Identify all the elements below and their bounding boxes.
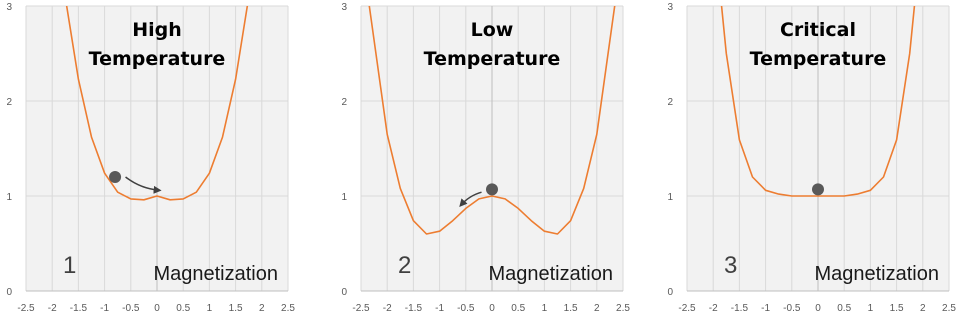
panel-number: 1 — [63, 252, 76, 279]
x-tick-label: -0.5 — [122, 303, 140, 314]
ball-marker — [109, 171, 122, 183]
y-tick-label: 1 — [341, 192, 347, 203]
x-tick-label: -2 — [383, 303, 392, 314]
x-tick-label: 2.5 — [616, 303, 630, 314]
x-tick-label: 1.5 — [229, 303, 243, 314]
y-tick-label: 2 — [667, 97, 673, 108]
y-tick-label: 2 — [6, 97, 12, 108]
y-tick-label: 3 — [667, 2, 673, 13]
chart-panel-3: -2.5 -2 -1.5 -1 -0.5 0 0.5 1 1.5 2 2.5 0 1 2 3 Critical… — [667, 2, 956, 314]
x-tick-label: -2.5 — [352, 303, 370, 314]
x-tick-label: 2 — [920, 303, 926, 314]
x-axis-label: Magnetization — [488, 263, 613, 285]
y-tick-label: 1 — [6, 192, 12, 203]
x-tick-label: -0.5 — [457, 303, 475, 314]
x-tick-label: -2 — [709, 303, 718, 314]
x-tick-label: 2 — [594, 303, 600, 314]
chart-title-line: Temperature — [750, 48, 887, 70]
y-tick-label: 0 — [667, 287, 673, 298]
y-tick-label: 1 — [667, 192, 673, 203]
x-tick-label: 0.5 — [511, 303, 525, 314]
x-tick-label: 1 — [868, 303, 874, 314]
x-tick-label: 0 — [489, 303, 495, 314]
x-tick-label: 0 — [154, 303, 160, 314]
x-tick-label: -1 — [435, 303, 444, 314]
ball-marker — [486, 183, 498, 196]
chart-panel-2: -2.5 -2 -1.5 -1 -0.5 0 0.5 1 1.5 2 2.5 0 1 2 3 Low Tempe… — [341, 2, 630, 314]
x-tick-label: -1.5 — [70, 303, 88, 314]
x-tick-label: -1 — [761, 303, 770, 314]
x-tick-label: 1 — [207, 303, 213, 314]
x-tick-label: -2.5 — [17, 303, 35, 314]
y-tick-label: 2 — [341, 97, 347, 108]
panel-number: 2 — [398, 252, 411, 279]
panel-number: 3 — [724, 252, 737, 279]
x-tick-label: -1.5 — [405, 303, 423, 314]
x-tick-label: 0.5 — [837, 303, 851, 314]
energy-curve — [65, 6, 249, 201]
chart-title-line: Critical — [780, 19, 856, 41]
x-tick-label: 1.5 — [890, 303, 904, 314]
x-axis-label: Magnetization — [153, 263, 278, 285]
x-tick-label: 0.5 — [176, 303, 190, 314]
chart-title-line: High — [132, 19, 182, 41]
x-axis-label: Magnetization — [814, 263, 939, 285]
x-tick-label: -1.5 — [731, 303, 749, 314]
x-tick-label: 1 — [542, 303, 548, 314]
x-tick-label: 2 — [259, 303, 265, 314]
energy-curve — [720, 6, 916, 197]
ball-marker — [812, 183, 824, 196]
energy-curve — [368, 6, 616, 235]
chart-title-line: Temperature — [424, 48, 561, 70]
x-tick-label: -2 — [48, 303, 57, 314]
y-tick-label: 3 — [341, 2, 347, 13]
y-tick-label: 3 — [6, 2, 12, 13]
x-tick-label: 0 — [815, 303, 821, 314]
y-tick-label: 0 — [6, 287, 12, 298]
x-tick-label: 1.5 — [564, 303, 578, 314]
x-tick-label: -1 — [100, 303, 109, 314]
chart-panel-1: -2.5 -2 -1.5 -1 -0.5 0 0.5 1 1.5 2 2.5 0 1 2 3 High Temp… — [6, 2, 295, 314]
chart-title-line: Temperature — [89, 48, 226, 70]
chart-title-line: Low — [471, 19, 514, 41]
motion-arrow — [125, 176, 162, 194]
motion-arrow — [459, 191, 482, 208]
x-tick-label: 2.5 — [942, 303, 956, 314]
y-tick-label: 0 — [341, 287, 347, 298]
x-tick-label: -2.5 — [678, 303, 696, 314]
x-tick-label: -0.5 — [783, 303, 801, 314]
x-tick-label: 2.5 — [281, 303, 295, 314]
